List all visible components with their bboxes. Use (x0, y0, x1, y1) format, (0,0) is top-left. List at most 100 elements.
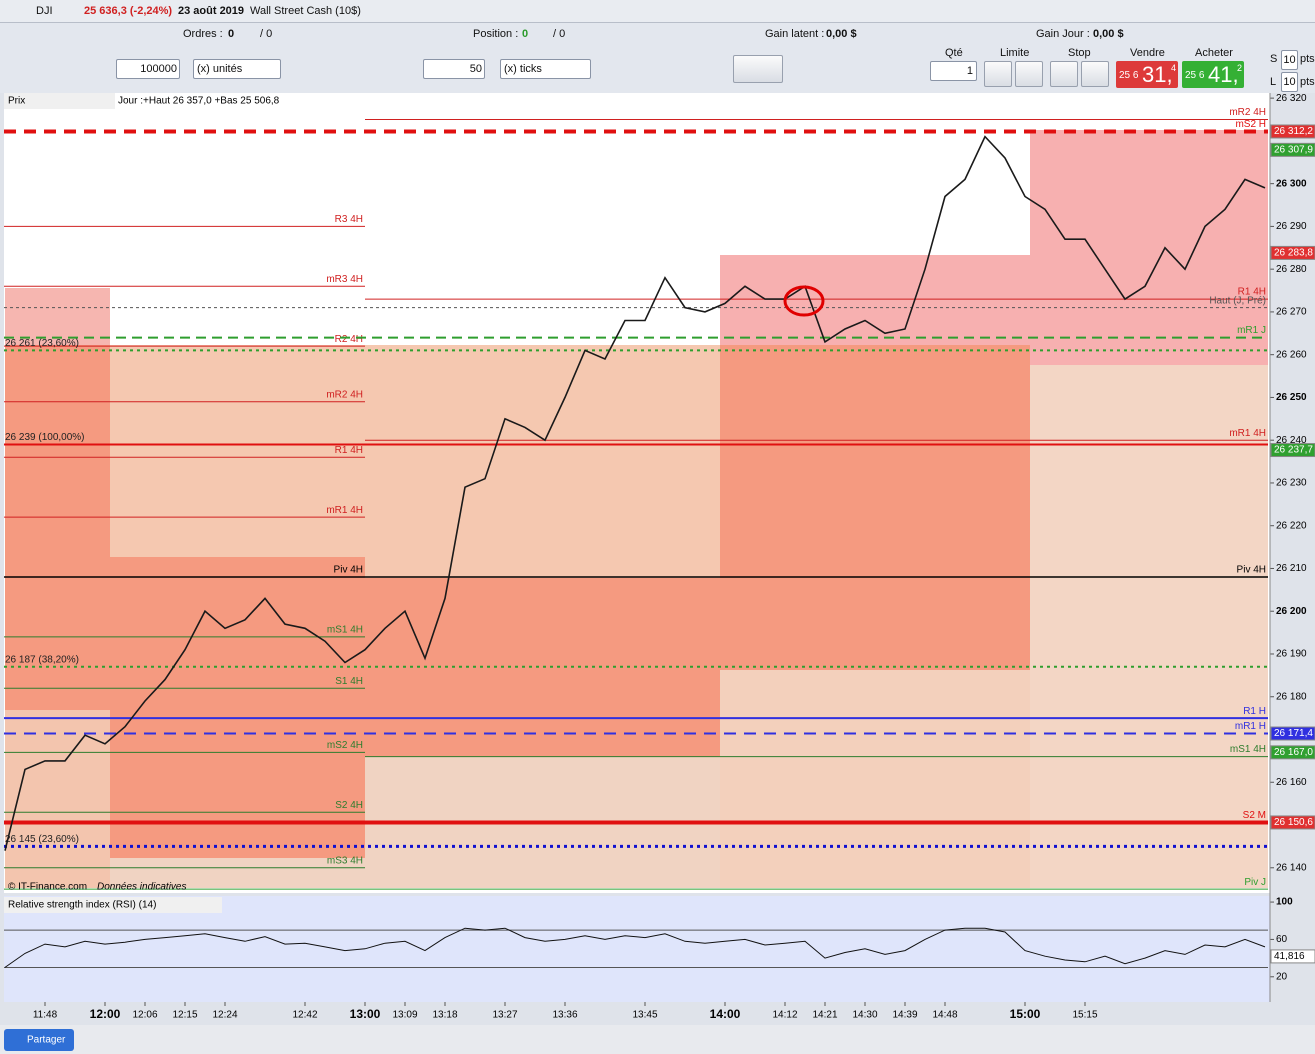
orders-label: Ordres : (183, 28, 223, 40)
s-input[interactable]: 10 (1281, 50, 1298, 70)
rsi-header (4, 897, 222, 913)
buy-small[interactable]: 2 (1237, 63, 1243, 73)
level-label: 26 145 (23,60%) (5, 834, 79, 845)
buy-big[interactable]: 41, (1208, 62, 1239, 87)
x-tick-label: 13:18 (432, 1010, 457, 1021)
y-tick-label: 26 290 (1276, 221, 1307, 232)
x-tick-label: 13:27 (492, 1010, 517, 1021)
axis-tag (1270, 124, 1315, 139)
l-unit: pts (1300, 76, 1315, 88)
strategy-button[interactable] (733, 55, 783, 83)
axis-tag (1270, 815, 1315, 830)
x-tick-label: 14:39 (892, 1010, 917, 1021)
series-line (4, 135, 1266, 851)
level-label: mR1 H (1235, 721, 1266, 732)
y-tick-label: 26 200 (1276, 606, 1307, 617)
sell-big[interactable]: 31, (1142, 62, 1173, 87)
x-tick-label: 12:15 (172, 1010, 197, 1021)
quantity-input[interactable]: 100000 (116, 59, 180, 79)
y-tick-label: 26 220 (1276, 520, 1307, 531)
limit-sell[interactable] (1015, 61, 1043, 87)
level-label: Piv 4H (1237, 565, 1266, 576)
share-label[interactable]: Partager (27, 1035, 66, 1046)
symbol[interactable]: DJI (36, 5, 53, 17)
y-tick-label: 26 140 (1276, 862, 1307, 873)
rsi-bg (4, 896, 1270, 1002)
axis-tag-label: 26 312,2 (1274, 126, 1313, 137)
buy-button[interactable]: 25 6 41, 2 (1182, 61, 1244, 88)
y-tick-label: 26 230 (1276, 478, 1307, 489)
quote: 25 636,3 (-2,24%) (84, 5, 173, 17)
zones (5, 130, 1268, 888)
axis-tag-label: 26 150,6 (1274, 817, 1313, 828)
level-label: Haut (J, Pré) (1209, 295, 1266, 306)
stop-sell[interactable] (1081, 61, 1109, 87)
level-label: 26 239 (100,00%) (5, 432, 85, 443)
title-bar: DJI 25 636,3 (-2,24%) 23 août 2019 Wall … (0, 0, 1315, 23)
y-tick-label: 26 300 (1276, 178, 1307, 189)
chart-subtitle: Jour :+Haut 26 357,0 +Bas 25 506,8 (118, 96, 280, 107)
x-tick-label: 14:12 (772, 1010, 797, 1021)
orders-total: / 0 (260, 28, 273, 40)
limit-buy[interactable] (984, 61, 1012, 87)
level-label: mR1 J (1237, 325, 1266, 336)
day-label: Gain Jour : (1036, 28, 1090, 40)
stop-buy[interactable] (1050, 61, 1078, 87)
level-label: mS1 4H (1230, 744, 1266, 755)
axis-tag (1270, 949, 1315, 964)
level-label: mR3 4H (326, 274, 363, 285)
x-tick-label: 11:48 (33, 1010, 58, 1021)
sell-label: Vendre (1130, 47, 1165, 59)
x-tick-label: 14:48 (932, 1010, 957, 1021)
x-tick-label: 12:24 (212, 1010, 237, 1021)
y-tick-label: 60 (1276, 934, 1288, 945)
share-button[interactable] (4, 1029, 74, 1051)
axis-tag (1270, 726, 1315, 741)
level-label: S2 M (1243, 810, 1266, 821)
level-label: mS2 H (1235, 119, 1266, 130)
level-label: 26 187 (38,20%) (5, 654, 79, 665)
qty-input[interactable]: 1 (930, 61, 977, 81)
axis-tag-label: 26 167,0 (1274, 747, 1313, 758)
annotation-circle (783, 285, 825, 317)
series-line (4, 927, 1266, 968)
l-input[interactable]: 10 (1281, 72, 1298, 92)
position-value: 0 (522, 28, 529, 40)
level-label: R2 4H (335, 334, 363, 345)
axis-tag (1270, 245, 1315, 260)
axis-tag-label: 26 307,9 (1274, 145, 1313, 156)
x-tick-label: 15:00 (1010, 1007, 1041, 1021)
axis-tag (1270, 142, 1315, 157)
ticks-unit[interactable]: (x) ticks (500, 59, 591, 79)
quantity-unit[interactable]: (x) unités (193, 59, 281, 79)
level-label: S2 4H (335, 800, 363, 811)
position-total: / 0 (553, 28, 566, 40)
buy-prefix[interactable]: 25 6 (1185, 70, 1205, 81)
y-tick-label: 26 270 (1276, 307, 1307, 318)
y-tick-label: 26 320 (1276, 93, 1307, 104)
latent-value: 0,00 $ (826, 28, 857, 40)
level-label: Piv J (1244, 877, 1266, 888)
stop-label: Stop (1068, 47, 1091, 59)
level-label: mR1 4H (1229, 428, 1266, 439)
x-tick-label: 13:45 (632, 1010, 657, 1021)
l-label: L (1270, 76, 1277, 88)
y-tick-label: 26 190 (1276, 649, 1307, 660)
ticks-input[interactable]: 50 (423, 59, 485, 79)
x-tick-label: 14:21 (812, 1010, 837, 1021)
level-label: mS1 4H (327, 625, 363, 636)
axis-tag-label: 26 171,4 (1274, 728, 1313, 739)
sell-prefix[interactable]: 25 6 (1119, 70, 1139, 81)
axis-tag-label: 26 283,8 (1274, 248, 1313, 259)
y-tick-label: 26 180 (1276, 691, 1307, 702)
source: © IT-Finance.com (8, 882, 87, 893)
level-label: R3 4H (335, 214, 363, 225)
level-label: R1 4H (335, 445, 363, 456)
sell-small[interactable]: 4 (1171, 63, 1177, 73)
s-unit: pts (1300, 53, 1315, 65)
level-label: mS2 4H (327, 740, 363, 751)
axis-tag-label: 26 237,7 (1274, 445, 1313, 456)
qty-label: Qté (945, 47, 963, 59)
sell-button[interactable]: 25 6 31, 4 (1116, 61, 1178, 88)
